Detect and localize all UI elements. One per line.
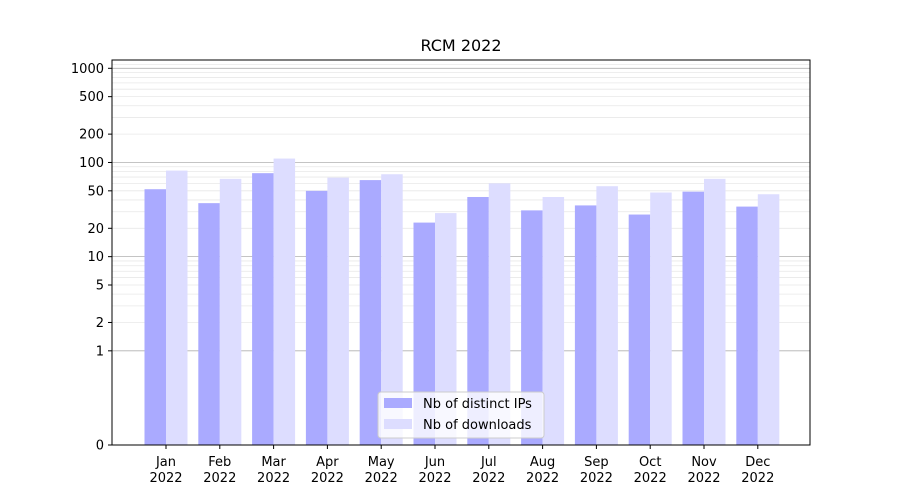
bar xyxy=(144,189,166,445)
y-tick-label: 1000 xyxy=(71,62,104,77)
y-tick-label: 50 xyxy=(87,184,104,199)
x-tick-label-year: 2022 xyxy=(149,471,182,486)
x-tick-label-year: 2022 xyxy=(526,471,559,486)
x-tick-label-year: 2022 xyxy=(687,471,720,486)
x-tick-label-year: 2022 xyxy=(741,471,774,486)
bar xyxy=(521,210,543,445)
y-tick-label: 200 xyxy=(79,128,104,143)
bar xyxy=(467,196,489,445)
y-tick-label: 5 xyxy=(96,278,104,293)
x-tick-label-year: 2022 xyxy=(311,471,344,486)
plot-frame xyxy=(111,59,811,446)
y-tick-label: 0 xyxy=(96,439,104,454)
bar xyxy=(359,180,382,445)
x-tick-label-month: Jul xyxy=(480,455,497,470)
bar xyxy=(650,192,672,445)
bar xyxy=(488,183,511,446)
bars xyxy=(144,158,780,446)
x-tick-label-month: Apr xyxy=(316,455,339,470)
x-tick-label-month: Oct xyxy=(639,455,661,470)
legend-label: Nb of distinct IPs xyxy=(423,397,532,412)
bar xyxy=(273,158,296,445)
chart-title: RCM 2022 xyxy=(420,36,501,55)
y-tick-label: 10 xyxy=(87,250,104,265)
x-tick-label-year: 2022 xyxy=(257,471,290,486)
x-tick-label-year: 2022 xyxy=(580,471,613,486)
bar xyxy=(381,174,403,445)
bar xyxy=(757,194,780,445)
x-tick-label-year: 2022 xyxy=(365,471,398,486)
legend-box xyxy=(377,391,545,439)
bar xyxy=(327,177,349,445)
x-axis: Jan2022Feb2022Mar2022Apr2022May2022Jun20… xyxy=(149,445,774,486)
bar xyxy=(704,178,726,445)
bar xyxy=(542,196,565,445)
x-tick-label-month: Dec xyxy=(745,455,770,470)
bar xyxy=(252,173,274,445)
bar xyxy=(413,222,435,445)
x-tick-label-month: Jun xyxy=(424,455,445,470)
x-tick-label-month: Jan xyxy=(155,455,176,470)
bar xyxy=(219,178,242,445)
x-tick-label-month: May xyxy=(368,455,395,470)
x-tick-label-year: 2022 xyxy=(634,471,667,486)
legend: Nb of distinct IPs Nb of downloads xyxy=(377,391,545,439)
x-tick-label-year: 2022 xyxy=(203,471,236,486)
bar xyxy=(574,205,597,445)
x-tick-label-month: Aug xyxy=(530,455,555,470)
x-tick-label-month: Feb xyxy=(208,455,231,470)
y-axis: 0 1 2 5 10 20 50 100 200 500 1000 xyxy=(71,62,112,454)
bar xyxy=(628,214,651,445)
y-tick-label: 1 xyxy=(96,344,104,359)
y-tick-label: 500 xyxy=(79,90,104,105)
legend-swatch xyxy=(384,398,412,408)
x-tick-label-month: Nov xyxy=(691,455,717,470)
bar xyxy=(596,186,618,445)
x-tick-label-year: 2022 xyxy=(418,471,451,486)
bar xyxy=(198,203,220,445)
legend-label: Nb of downloads xyxy=(423,418,532,433)
bar xyxy=(166,170,188,445)
y-tick-label: 20 xyxy=(87,222,104,237)
x-tick-label-year: 2022 xyxy=(472,471,505,486)
legend-swatch xyxy=(384,419,412,429)
y-tick-label: 100 xyxy=(79,156,104,171)
y-tick-label: 2 xyxy=(96,316,104,331)
bar xyxy=(435,213,457,445)
bar xyxy=(736,206,758,445)
bar xyxy=(305,190,328,445)
x-tick-label-month: Sep xyxy=(584,455,609,470)
bar xyxy=(682,191,704,445)
x-tick-label-month: Mar xyxy=(261,455,286,470)
